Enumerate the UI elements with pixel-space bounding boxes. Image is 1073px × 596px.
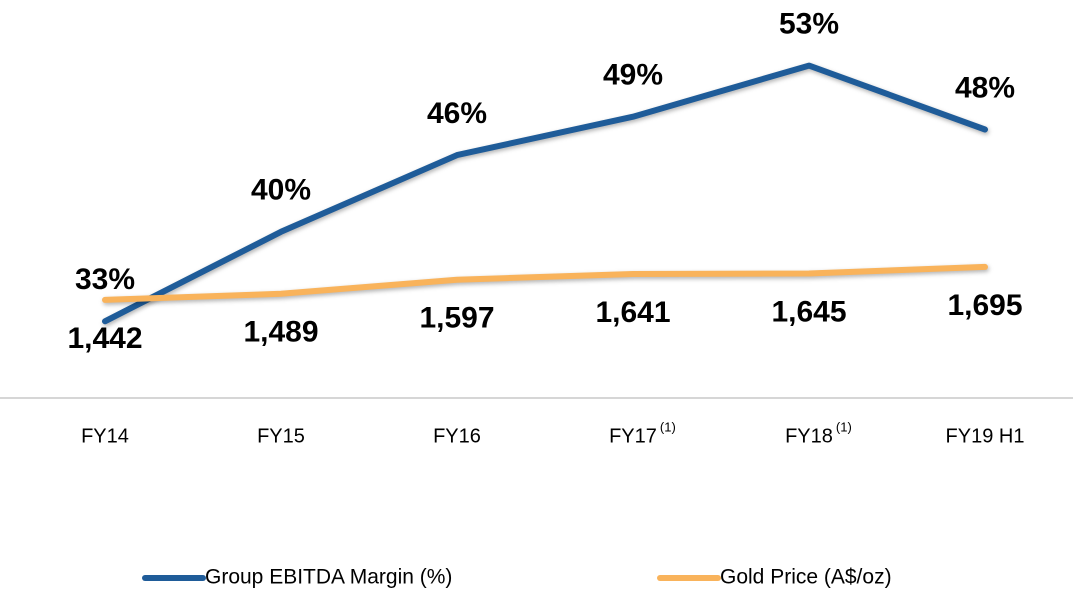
data-label: 53% [779,7,839,40]
x-tick-label: FY16 [433,425,481,447]
data-label: 49% [603,59,663,92]
series-line [102,263,988,303]
category-note: (1) [836,419,852,434]
data-label: 1,489 [243,316,318,349]
data-label: 1,641 [595,296,670,329]
data-label: 33% [75,263,135,296]
x-tick-label: FY19 H1 [946,425,1025,447]
data-label: 1,695 [947,289,1022,322]
x-tick-label: FY14 [81,425,129,447]
data-label: 1,645 [771,295,846,328]
x-tick-label: FY17 [609,425,657,447]
data-label: 40% [251,174,311,207]
data-label: 48% [955,71,1015,104]
legend-label: Gold Price (A$/oz) [720,566,892,589]
x-tick-label: FY18 [785,425,833,447]
x-tick-label: FY15 [257,425,305,447]
category-note: (1) [660,419,676,434]
data-label: 1,442 [67,322,142,355]
data-label: 46% [427,97,487,130]
series-line [102,62,988,325]
legend-label: Group EBITDA Margin (%) [205,566,452,589]
data-label: 1,597 [419,302,494,335]
